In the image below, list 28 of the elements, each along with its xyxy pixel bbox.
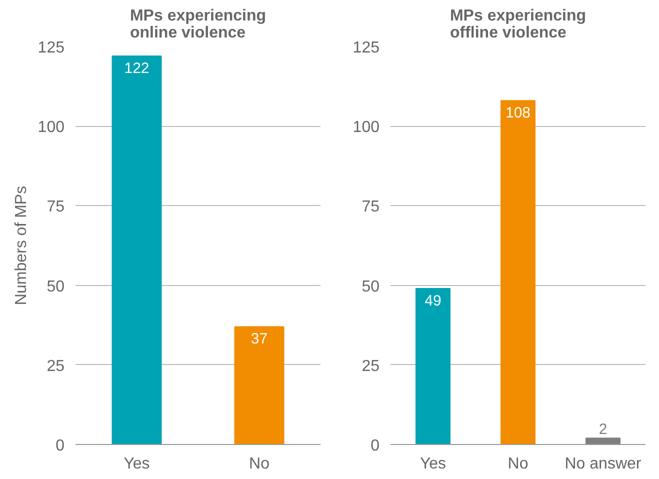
x-tick-label: No answer [564,456,642,472]
data-label: 122 [124,60,150,78]
chart-title: MPs experiencing online violence [130,8,266,42]
data-label: 2 [598,421,608,438]
bar [416,288,450,444]
y-tick-label: 50 [46,278,65,296]
bar [500,100,536,444]
data-label: 49 [424,292,442,310]
y-tick-label: 125 [38,40,65,56]
y-tick-label: 75 [46,198,65,216]
y-tick-label: 100 [38,119,65,136]
x-tick-label: No [508,456,528,472]
x-tick-label: No [249,456,270,472]
data-label: 108 [505,104,531,122]
bar [586,438,620,444]
x-tick-label: Yes [420,456,446,472]
y-tick-label: 25 [362,358,380,375]
y-tick-label: 25 [46,358,65,375]
y-tick-label: 75 [362,198,380,216]
y-tick-label: 100 [352,119,380,136]
y-tick-label: 125 [352,40,380,56]
y-tick-label: 0 [56,438,65,454]
y-tick-label: 0 [370,438,380,454]
y-axis-title: Numbers of MPs [12,186,30,306]
chart-title: MPs experiencing offline violence [450,8,586,42]
y-tick-label: 50 [362,278,380,296]
x-tick-label: Yes [124,456,150,472]
data-label: 37 [250,330,268,348]
